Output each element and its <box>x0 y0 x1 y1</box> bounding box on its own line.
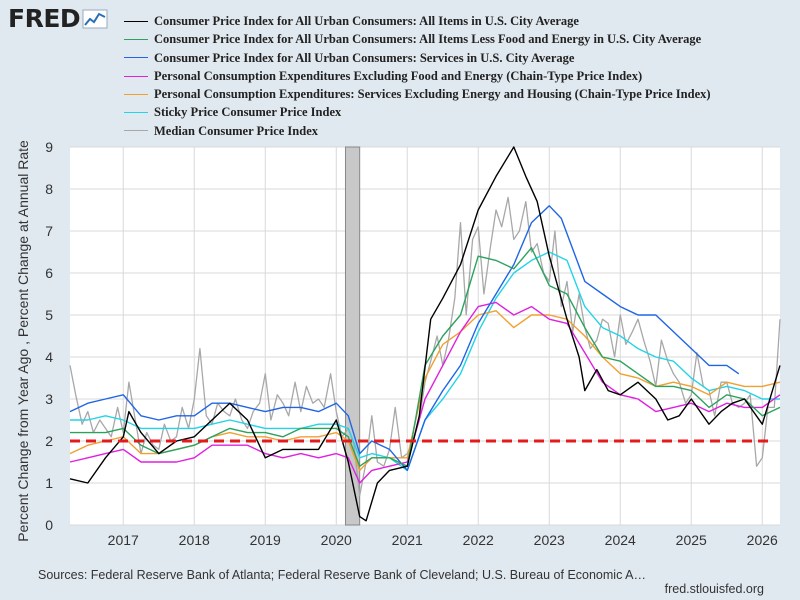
fred-chart-icon <box>82 9 108 28</box>
x-tick-label: 2017 <box>108 532 139 548</box>
x-tick-label: 2025 <box>676 532 707 548</box>
y-tick-label: 6 <box>45 265 53 281</box>
series-line-1 <box>69 146 781 522</box>
y-tick-label: 2 <box>45 433 53 449</box>
y-tick-label: 5 <box>45 307 53 323</box>
y-axis-label: Percent Change from Year Ago , Percent C… <box>15 140 31 542</box>
x-tick-label: 2021 <box>392 532 423 548</box>
y-tick-label: 3 <box>45 391 53 407</box>
site-link[interactable]: fred.stlouisfed.org <box>664 582 764 596</box>
y-tick-label: 7 <box>45 223 53 239</box>
legend-item: Sticky Price Consumer Price Index <box>124 103 711 121</box>
legend-swatch <box>124 75 148 77</box>
series-line-2 <box>70 247 781 467</box>
legend-label: Sticky Price Consumer Price Index <box>154 105 342 120</box>
legend-item: Consumer Price Index for All Urban Consu… <box>124 49 711 67</box>
x-tick-label: 2022 <box>463 532 494 548</box>
x-tick-label: 2023 <box>534 532 565 548</box>
legend-label: Consumer Price Index for All Urban Consu… <box>154 50 575 65</box>
legend-swatch <box>124 20 148 22</box>
legend-label: Consumer Price Index for All Urban Consu… <box>154 14 579 28</box>
x-tick-label: 2018 <box>179 532 210 548</box>
y-tick-label: 4 <box>45 349 53 365</box>
y-tick-label: 9 <box>45 139 53 155</box>
x-tick-label: 2019 <box>250 532 281 548</box>
legend-item: Median Consumer Price Index <box>124 122 711 140</box>
fred-logo-text: FRED <box>8 4 81 33</box>
x-tick-label: 2026 <box>747 532 778 548</box>
y-tick-label: 0 <box>45 517 53 533</box>
source-note: Sources: Federal Reserve Bank of Atlanta… <box>38 568 646 582</box>
legend-label: Median Consumer Price Index <box>154 123 318 138</box>
legend-swatch <box>124 38 148 40</box>
legend-swatch <box>124 57 148 59</box>
legend-item: Personal Consumption Expenditures: Servi… <box>124 85 711 103</box>
x-tick-label: 2024 <box>605 532 636 548</box>
chart-legend: Consumer Price Index for All Urban Consu… <box>124 12 711 140</box>
fred-logo[interactable]: FRED <box>8 4 108 33</box>
legend-label: Consumer Price Index for All Urban Consu… <box>154 32 702 47</box>
legend-item: Consumer Price Index for All Urban Consu… <box>124 12 711 30</box>
y-tick-label: 1 <box>45 475 53 491</box>
legend-swatch <box>124 93 148 95</box>
legend-item: Consumer Price Index for All Urban Consu… <box>124 30 711 48</box>
plot-area <box>70 147 780 525</box>
legend-swatch <box>124 130 148 132</box>
x-tick-label: 2020 <box>321 532 352 548</box>
legend-label: Personal Consumption Expenditures Exclud… <box>154 68 643 83</box>
y-tick-label: 8 <box>45 181 53 197</box>
legend-swatch <box>124 112 148 114</box>
legend-label: Personal Consumption Expenditures: Servi… <box>154 87 711 102</box>
legend-item: Personal Consumption Expenditures Exclud… <box>124 67 711 85</box>
series-line-3 <box>69 205 740 472</box>
